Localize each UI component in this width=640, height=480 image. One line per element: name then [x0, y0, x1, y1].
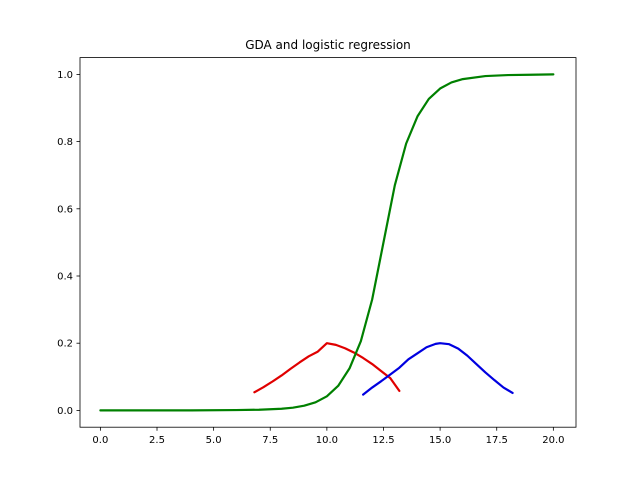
y-tick-label: 0.4 [57, 272, 73, 283]
chart-title: GDA and logistic regression [245, 38, 411, 52]
y-tick-label: 0.0 [57, 406, 73, 417]
series-line-2 [362, 342, 514, 396]
y-tick-label: 0.6 [57, 204, 73, 215]
series-line-1 [253, 342, 401, 394]
y-tick-label: 0.8 [57, 137, 73, 148]
x-axis: 0.0 2.5 5.0 7.5 10.0 12.5 15.0 17.5 20.0 [92, 427, 564, 446]
x-tick-label: 0.0 [92, 435, 108, 446]
y-tick-label: 1.0 [57, 70, 73, 81]
axes-frame [79, 57, 577, 428]
x-tick-label: 20.0 [542, 435, 564, 446]
plot-background [80, 57, 576, 428]
axes-layer [79, 57, 577, 428]
x-tick-label: 15.0 [429, 435, 451, 446]
series-layer [99, 73, 555, 412]
x-tick-label: 2.5 [149, 435, 165, 446]
x-tick-label: 5.0 [206, 435, 222, 446]
plot-area [80, 57, 576, 428]
y-tick-label: 0.2 [57, 339, 73, 350]
x-tick-label: 7.5 [262, 435, 278, 446]
x-tick-label: 12.5 [372, 435, 394, 446]
y-axis: 0.0 0.2 0.4 0.6 0.8 1.0 [57, 70, 80, 417]
x-tick-label: 10.0 [316, 435, 338, 446]
series-line-3 [99, 73, 555, 412]
x-tick-label: 17.5 [486, 435, 508, 446]
